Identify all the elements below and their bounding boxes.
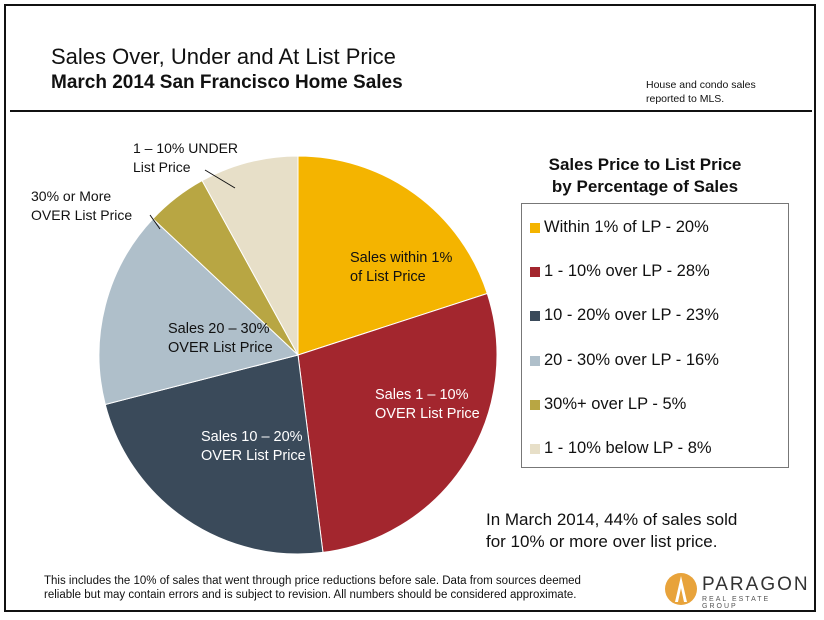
pie-slice [104, 354, 324, 555]
slice-label: Sales 10 – 20% OVER List Price [201, 429, 306, 464]
header-divider [10, 110, 812, 112]
summary-line2: for 10% or more over list price. [486, 532, 718, 551]
legend-title-line1: Sales Price to List Price [548, 155, 742, 174]
legend-swatch [530, 400, 540, 410]
legend-swatch [530, 444, 540, 454]
slice-label: Sales 1 – 10% OVER List Price [375, 387, 480, 422]
legend-label: 30%+ over LP - 5% [544, 395, 687, 413]
footer-line2: reliable but may contain errors and is s… [44, 589, 577, 601]
legend-label: 1 - 10% over LP - 28% [544, 262, 710, 280]
legend: Within 1% of LP - 20% 1 - 10% over LP - … [521, 203, 789, 468]
summary-line1: In March 2014, 44% of sales sold [486, 510, 738, 529]
legend-swatch [530, 223, 540, 233]
legend-swatch [530, 267, 540, 277]
leader-line [204, 169, 236, 189]
legend-title: Sales Price to List Price by Percentage … [520, 154, 770, 198]
slice-label: Sales 20 – 30% OVER List Price [168, 321, 273, 356]
legend-label: 1 - 10% below LP - 8% [544, 439, 712, 457]
paragon-logo: PARAGON REAL ESTATE GROUP [664, 570, 808, 610]
logo-name: PARAGON [702, 574, 810, 595]
legend-label: Within 1% of LP - 20% [544, 218, 709, 236]
chart-subtitle: March 2014 San Francisco Home Sales [51, 72, 403, 93]
paragon-logo-icon [665, 573, 697, 605]
footer-line1: This includes the 10% of sales that went… [44, 575, 581, 587]
logo-tagline: REAL ESTATE GROUP [702, 596, 771, 610]
source-note: House and condo sales reported to MLS. [646, 79, 756, 105]
legend-swatch [530, 311, 540, 321]
summary-text: In March 2014, 44% of sales sold for 10%… [486, 509, 786, 553]
footer-disclaimer: This includes the 10% of sales that went… [44, 574, 634, 602]
leader-line [149, 214, 161, 230]
pie-slice [98, 218, 300, 406]
legend-label: 10 - 20% over LP - 23% [544, 306, 719, 324]
legend-swatch [530, 356, 540, 366]
pie-slice [297, 292, 498, 553]
legend-label: 20 - 30% over LP - 16% [544, 351, 719, 369]
legend-title-line2: by Percentage of Sales [551, 177, 739, 196]
pie-slice [297, 155, 488, 356]
pie-slice [201, 155, 299, 356]
slice-label: 30% or More OVER List Price [31, 188, 132, 223]
slice-label: 1 – 10% UNDER List Price [133, 140, 238, 175]
chart-title: Sales Over, Under and At List Price [51, 44, 396, 69]
slice-label: Sales within 1% of List Price [350, 250, 452, 285]
